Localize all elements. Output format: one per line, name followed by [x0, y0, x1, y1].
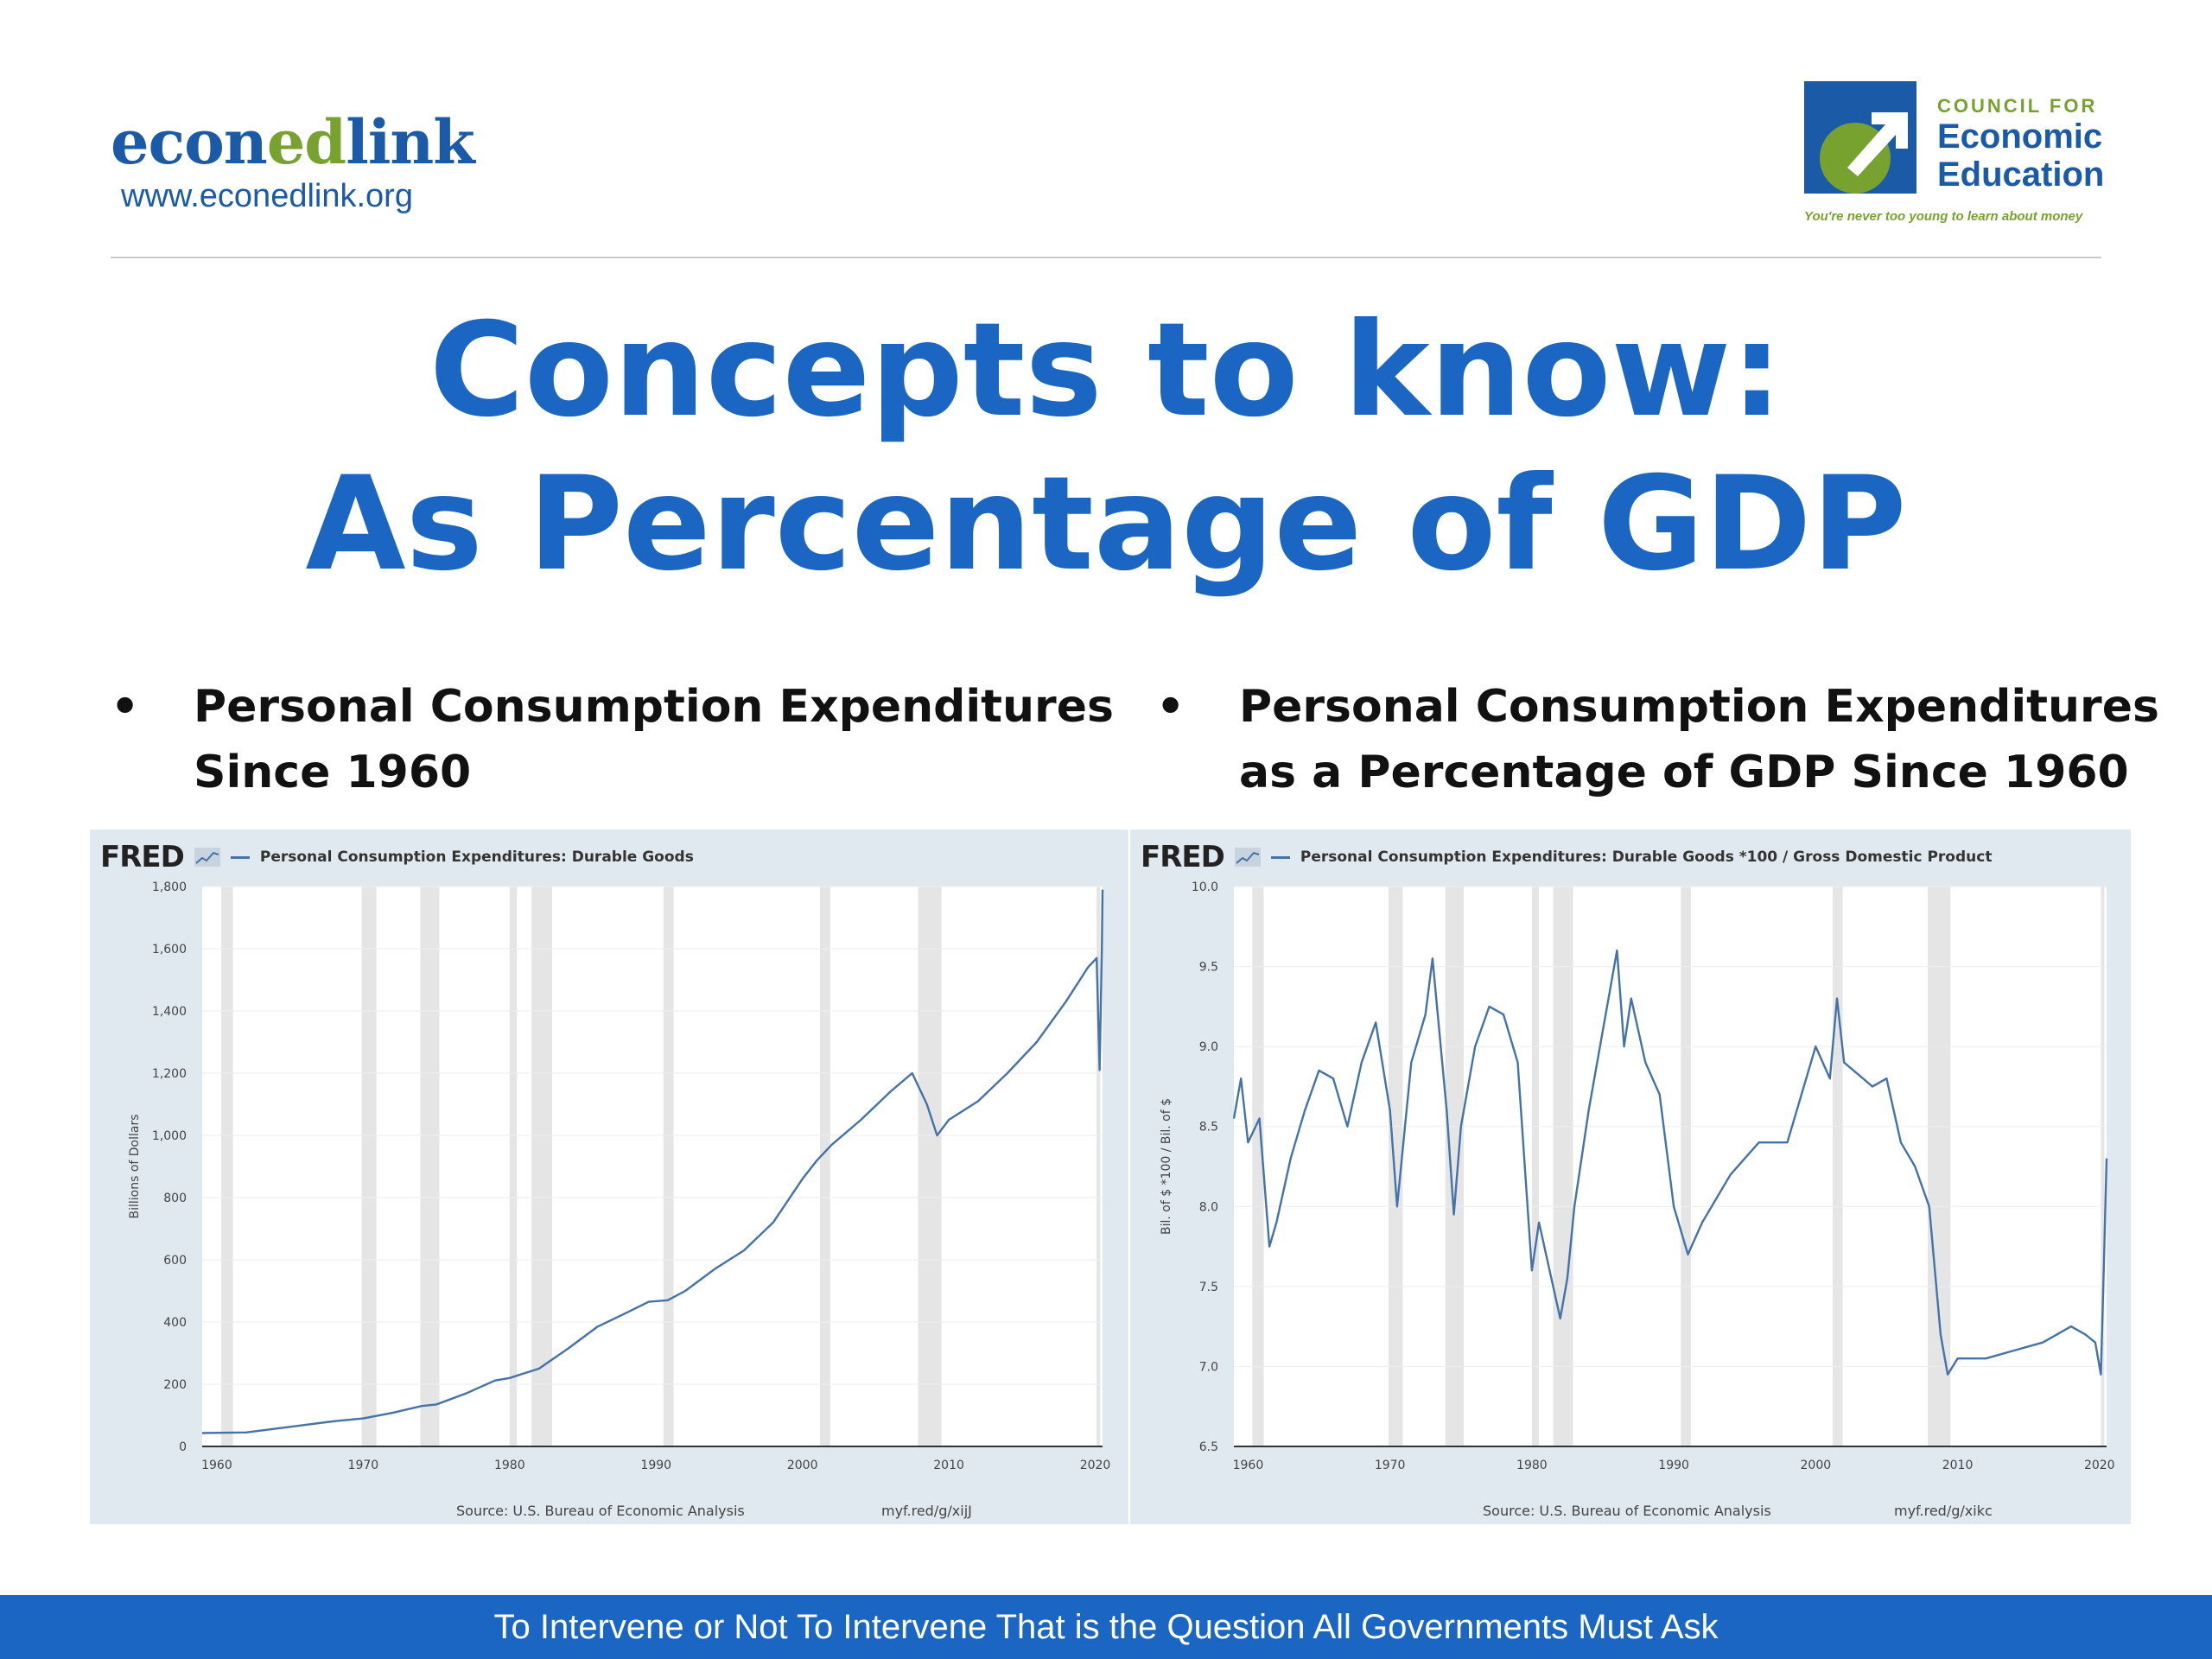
x-tick-label: 1960: [201, 1459, 232, 1472]
recession-shade: [1389, 887, 1403, 1446]
y-tick-label: 9.0: [1199, 1040, 1218, 1054]
slide-title-line2: As Percentage of GDP: [305, 449, 1907, 600]
chart-header: FRED Personal Consumption Expenditures: …: [100, 840, 694, 874]
fred-chart-panel-levels: 0 200 400 600 800 1,000 1,200 1,400 1,600 1,800 19…: [90, 830, 1128, 1524]
x-tick-label: 2010: [933, 1459, 964, 1472]
bullet-right-line1: Personal Consumption Expenditures: [1239, 681, 2159, 733]
legend-series-name: Personal Consumption Expenditures: Durab…: [259, 849, 694, 866]
econedlink-wordmark: econedlink: [111, 106, 475, 178]
fred-brand: FRED: [1141, 840, 1225, 874]
recession-shade: [1928, 887, 1951, 1446]
recession-shade: [1096, 887, 1101, 1446]
bullet-left-line1: Personal Consumption Expenditures: [194, 681, 1114, 733]
y-tick-label: 1,200: [152, 1067, 187, 1081]
series-line: [201, 889, 1104, 1434]
y-tick-label: 1,000: [152, 1129, 187, 1143]
slide-title: Concepts to know: As Percentage of GDP: [0, 294, 2212, 601]
recession-shade: [1833, 887, 1843, 1446]
fred-chart-panel-percent-gdp: 6.5 7.0 7.5 8.0 8.5 9.0 9.5 10.0 1960 1970 1980 199…: [1130, 830, 2131, 1524]
y-tick-label: 800: [163, 1192, 187, 1205]
bullet-right-line2: as a Percentage of GDP Since 1960: [1239, 747, 2129, 798]
x-tick-label: 1970: [1375, 1459, 1406, 1472]
x-tick-label: 2020: [2084, 1459, 2115, 1472]
x-tick-label: 2000: [787, 1459, 818, 1472]
fred-graph-icon: [1234, 848, 1261, 867]
recession-shade: [509, 887, 518, 1446]
y-tick-label: 7.5: [1199, 1281, 1218, 1294]
y-tick-label: 9.5: [1199, 961, 1218, 975]
recession-shade: [2101, 887, 2105, 1446]
x-tick-label: 2000: [1801, 1459, 1832, 1472]
chart-link[interactable]: myf.red/g/xijJ: [881, 1503, 972, 1519]
fred-brand: FRED: [100, 840, 185, 874]
x-tick-label: 1980: [494, 1459, 525, 1472]
y-axis-label: Billions of Dollars: [128, 1114, 142, 1218]
recession-shade: [1445, 887, 1465, 1446]
slide-title-line1: Concepts to know:: [429, 296, 1783, 446]
council-for-economic-education-logo[interactable]: COUNCIL FOR Economic Education You're ne…: [1804, 81, 2105, 228]
y-tick-label: 600: [163, 1254, 187, 1268]
x-tick-label: 1990: [640, 1459, 671, 1472]
bullet-left-line2: Since 1960: [194, 747, 472, 798]
x-tick-label: 1980: [1516, 1459, 1548, 1472]
series-line: [1232, 949, 2108, 1376]
recession-shade: [1252, 887, 1264, 1446]
recession-shade: [1531, 887, 1540, 1446]
plot-area: [202, 887, 1103, 1446]
y-tick-label: 6.5: [1199, 1440, 1218, 1454]
y-tick-label: 8.5: [1199, 1121, 1218, 1135]
recession-shade: [221, 887, 233, 1446]
recession-shade: [663, 887, 674, 1446]
y-tick-label: 400: [163, 1316, 187, 1330]
y-axis-label: Bil. of $ *100 / Bil. of $: [1160, 1098, 1173, 1235]
y-tick-label: 200: [163, 1378, 187, 1392]
y-tick-label: 1,600: [152, 943, 187, 957]
arrow-icon: [1847, 112, 1908, 176]
x-tick-label: 1960: [1233, 1459, 1264, 1472]
y-tick-label: 0: [179, 1440, 187, 1454]
header-divider: [111, 257, 2101, 258]
recession-shade: [1553, 887, 1573, 1446]
x-tick-label: 1970: [348, 1459, 379, 1472]
chart-levels: 0 200 400 600 800 1,000 1,200 1,400 1,600 1,800 19…: [128, 880, 1111, 1472]
chart-header: FRED Personal Consumption Expenditures: …: [1141, 840, 1992, 874]
recession-shade: [531, 887, 552, 1446]
y-tick-label: 8.0: [1199, 1200, 1218, 1214]
chart-percent-gdp: 6.5 7.0 7.5 8.0 8.5 9.0 9.5 10.0 1960 1970 1980 199…: [1160, 880, 2115, 1472]
footer-bar: To Intervene or Not To Intervene That is…: [0, 1595, 2212, 1659]
recession-shade: [1681, 887, 1691, 1446]
legend-series-name: Personal Consumption Expenditures: Durab…: [1300, 849, 1993, 866]
legend-line-icon: [230, 855, 250, 859]
chart-link[interactable]: myf.red/g/xikc: [1894, 1503, 1993, 1519]
x-tick-label: 2020: [1080, 1459, 1111, 1472]
footer-text: To Intervene or Not To Intervene That is…: [493, 1608, 1719, 1646]
econedlink-logo[interactable]: econedlink www.econedlink.org: [111, 106, 475, 215]
bullet-symbol: •: [1156, 681, 1185, 733]
y-tick-label: 10.0: [1192, 880, 1218, 894]
y-tick-label: 7.0: [1199, 1360, 1218, 1374]
recession-shade: [420, 887, 440, 1446]
cee-wordmark: COUNCIL FOR Economic Education: [1937, 95, 2105, 194]
bullet-symbol: •: [111, 681, 140, 733]
recession-shade: [918, 887, 942, 1446]
legend-line-icon: [1270, 855, 1290, 859]
plot-area: [1234, 887, 2107, 1446]
recession-shade: [361, 887, 377, 1446]
fred-graph-icon: [194, 848, 220, 867]
x-tick-label: 2010: [1942, 1459, 1974, 1472]
recession-shade: [819, 887, 830, 1446]
chart-source: Source: U.S. Bureau of Economic Analysis: [1483, 1503, 1771, 1519]
econedlink-url[interactable]: www.econedlink.org: [121, 178, 413, 214]
chart-source: Source: U.S. Bureau of Economic Analysis: [456, 1503, 745, 1519]
cee-tagline: You're never too young to learn about mo…: [1804, 209, 2083, 224]
y-tick-label: 1,800: [152, 880, 187, 894]
y-tick-label: 1,400: [152, 1005, 187, 1019]
x-tick-label: 1990: [1658, 1459, 1689, 1472]
